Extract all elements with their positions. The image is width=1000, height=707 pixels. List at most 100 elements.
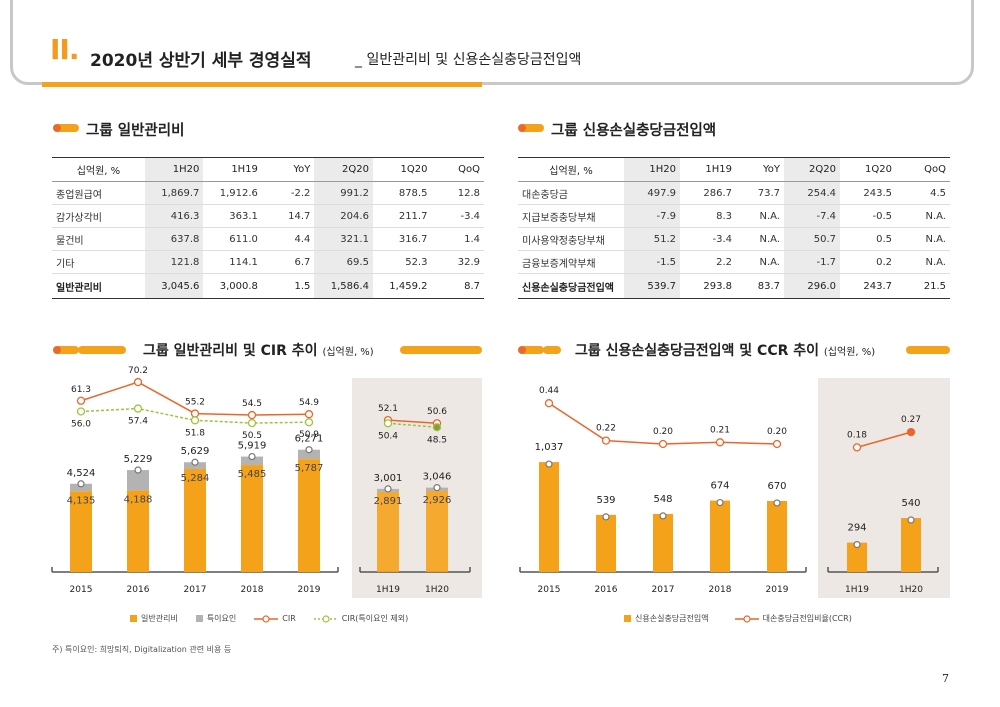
bar-value-label: 674 <box>710 481 729 492</box>
table-cell: N.A. <box>736 227 784 251</box>
bar-top-marker <box>907 516 915 524</box>
cir-ex-label: 56.0 <box>71 420 91 430</box>
x-tick-label: 1H19 <box>845 585 869 595</box>
table-header-row: 십억원, % 1H20 1H19 YoY 2Q20 1Q20 QoQ <box>518 157 950 182</box>
right-chart-unit: (십억원, %) <box>823 347 876 358</box>
bar-top-marker <box>134 466 142 474</box>
ccr-point <box>906 427 916 437</box>
cir-ex-point <box>304 418 314 427</box>
ccr-line <box>856 431 912 449</box>
bar-gna <box>70 491 92 572</box>
cir-label: 50.6 <box>427 407 447 417</box>
bar-top-marker <box>77 480 85 488</box>
x-tick-label: 2017 <box>184 585 207 595</box>
cir-ex-label: 50.4 <box>378 431 398 441</box>
bar-provision <box>901 518 921 572</box>
ccr-label: 0.27 <box>901 415 921 425</box>
bar-gna <box>184 468 206 572</box>
table-cell: 254.4 <box>784 181 840 205</box>
left-table: 십억원, % 1H20 1H19 YoY 2Q20 1Q20 QoQ 종업원급여… <box>52 157 484 299</box>
bar-base-label: 5,485 <box>238 469 267 480</box>
ccr-point <box>658 439 668 449</box>
left-legend: 일반관리비 특이요인 CIR CIR(특이요인 제외) <box>130 613 408 624</box>
x-tick-label: 2016 <box>595 585 618 595</box>
x-tick-label: 2018 <box>241 585 264 595</box>
table-cell: 1.4 <box>431 227 484 251</box>
bar-top-marker <box>545 460 553 468</box>
table-cell: 미사용약정충당부채 <box>518 227 624 251</box>
legend-line-ccr <box>734 614 759 623</box>
table-total-row: 일반관리비 3,045.6 3,000.8 1.5 1,586.4 1,459.2 8.7 <box>52 273 484 299</box>
table-cell: 1.5 <box>261 273 315 299</box>
table-cell: 4.4 <box>261 227 315 251</box>
table-cell: 991.2 <box>314 181 373 205</box>
table-header: 1H19 <box>203 157 262 182</box>
bar-gna <box>426 490 448 572</box>
bar-top-marker <box>384 485 392 493</box>
bar-top-marker <box>853 540 861 549</box>
bar-base-label: 5,787 <box>295 463 324 474</box>
table-cell: -3.4 <box>431 204 484 228</box>
left-chart: 4,524 4,135 2015 5,229 4,188 2016 5,629 5,284 20… <box>51 366 471 595</box>
page-subtitle: _ 일반관리비 및 신용손실충당금전입액 <box>355 52 582 68</box>
ccr-point <box>772 439 782 449</box>
table-cell: -1.7 <box>784 250 840 274</box>
right-chart-title-text: 그룹 신용손실충당금전입액 및 CCR 추이 <box>575 343 820 359</box>
table-header: 1H19 <box>680 157 736 182</box>
cir-ex-point <box>76 407 86 416</box>
header-accent-bar <box>42 82 482 87</box>
bullet-pill-icon <box>53 346 79 354</box>
bullet-pill-icon <box>53 124 79 132</box>
title-bar-right <box>400 346 482 354</box>
bar-provision <box>539 462 559 572</box>
right-chart-title: 그룹 신용손실충당금전입액 및 CCR 추이 (십억원, %) <box>575 340 875 360</box>
cir-label: 54.9 <box>299 398 319 408</box>
table-row: 종업원급여 1,869.7 1,912.6 -2.2 991.2 878.5 12.8 <box>52 181 484 205</box>
cir-point <box>304 410 314 419</box>
table-cell: 1,459.2 <box>372 273 432 299</box>
legend-swatch-extra <box>195 615 203 622</box>
table-cell: -7.4 <box>784 204 840 228</box>
x-tick-label: 1H20 <box>899 585 923 595</box>
ccr-point <box>601 436 611 445</box>
right-table: 십억원, % 1H20 1H19 YoY 2Q20 1Q20 QoQ 대손충당금… <box>518 157 950 299</box>
table-header: QoQ <box>896 157 950 182</box>
cir-ex-label: 51.8 <box>185 428 205 438</box>
bar-top-marker <box>602 513 610 521</box>
x-tick-label: 2015 <box>70 585 93 595</box>
cir-point <box>190 409 200 418</box>
ccr-label: 0.44 <box>539 386 559 396</box>
table-header: 2Q20 <box>314 157 373 182</box>
table-row: 미사용약정충당부채 51.2 -3.4 N.A. 50.7 0.5 N.A. <box>518 227 950 251</box>
table-cell: 0.5 <box>840 227 896 251</box>
table-cell: 3,045.6 <box>144 273 204 299</box>
legend-line-cir <box>254 614 279 623</box>
table-header: 1H20 <box>624 157 680 182</box>
cir-point <box>76 396 86 405</box>
cir-ex-point <box>190 416 200 425</box>
table-cell: 51.2 <box>624 227 680 251</box>
table-cell: 83.7 <box>736 273 784 299</box>
table-cell: N.A. <box>736 204 784 228</box>
cir-ex-point <box>133 404 143 413</box>
bar-gna <box>298 459 320 572</box>
table-cell: 243.7 <box>840 273 896 299</box>
table-cell: 69.5 <box>314 250 373 274</box>
table-cell: 대손충당금 <box>518 181 624 205</box>
cir-ex-label: 48.5 <box>427 435 447 445</box>
cir-ex-label: 50.5 <box>242 431 262 441</box>
bullet-pill-icon <box>518 346 544 354</box>
bar-top-marker <box>305 446 313 454</box>
legend-label: 신용손실충당금전입액 <box>635 614 709 623</box>
table-cell: 316.7 <box>372 227 432 251</box>
table-cell: 50.7 <box>784 227 840 251</box>
x-tick-label: 2017 <box>652 585 675 595</box>
bar-gna <box>127 490 149 572</box>
table-cell: 211.7 <box>372 204 432 228</box>
bar-provision <box>767 500 787 572</box>
table-header: 1Q20 <box>372 157 432 182</box>
table-cell: 1,586.4 <box>314 273 373 299</box>
cir-ex-label: 50.9 <box>299 430 319 440</box>
ccr-line <box>548 402 778 445</box>
bar-provision <box>847 542 867 572</box>
